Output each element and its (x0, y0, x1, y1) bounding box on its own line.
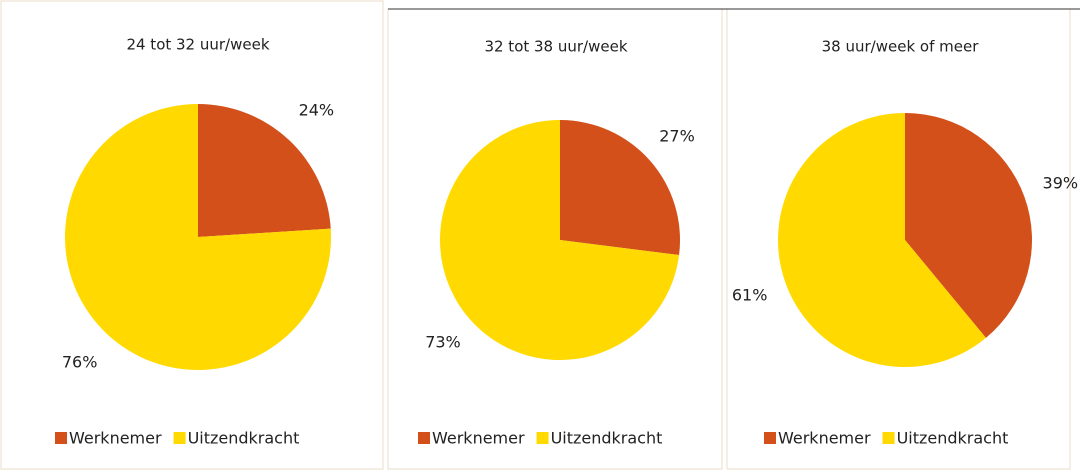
pie-slice (905, 113, 1033, 338)
legend-label: Uitzendkracht (188, 429, 300, 448)
legend-label: Werknemer (778, 429, 871, 448)
chart-title: 24 tot 32 uur/week (126, 36, 269, 54)
legend-swatch (764, 432, 776, 444)
legend-swatch (173, 432, 186, 444)
data-label: 73% (425, 333, 461, 352)
legend-label: Uitzendkracht (551, 429, 663, 448)
legend-label: Uitzendkracht (897, 429, 1009, 448)
data-label: 27% (659, 126, 695, 145)
chart-title: 32 tot 38 uur/week (484, 38, 627, 56)
pie-slice (778, 113, 986, 367)
pie-slice (560, 120, 680, 256)
legend-swatch (536, 432, 549, 444)
data-label: 76% (62, 353, 98, 372)
legend-label: Werknemer (432, 429, 525, 448)
data-label: 24% (299, 100, 335, 119)
pie-slice (64, 104, 331, 371)
pie-slice (440, 120, 680, 360)
legend-label: Werknemer (69, 429, 162, 448)
data-label: 39% (1043, 174, 1079, 193)
data-label: 61% (732, 285, 768, 304)
chart-title: 38 uur/week of meer (822, 38, 980, 56)
legend-swatch (418, 432, 430, 444)
legend-swatch (55, 432, 67, 444)
pie-slice (198, 104, 331, 237)
legend-swatch (882, 432, 895, 444)
